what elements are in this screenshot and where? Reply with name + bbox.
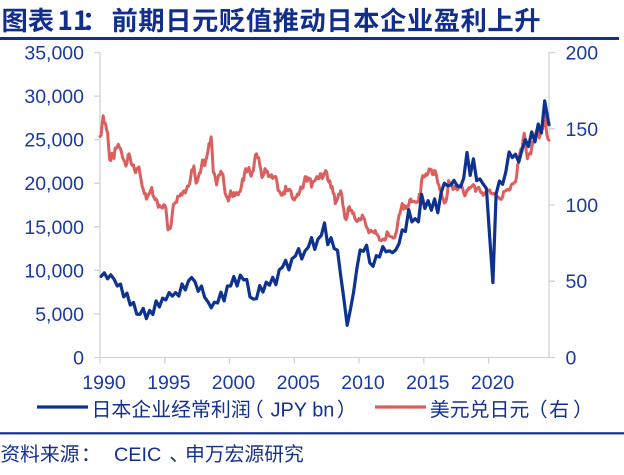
svg-text:20,000: 20,000 [24, 173, 84, 195]
svg-text:15,000: 15,000 [24, 217, 84, 239]
svg-text:0: 0 [566, 348, 577, 370]
svg-text:CEIC: CEIC [114, 444, 161, 466]
svg-text:2005: 2005 [277, 372, 321, 394]
svg-text:25,000: 25,000 [24, 130, 84, 152]
svg-text:100: 100 [566, 195, 599, 217]
svg-text:35,000: 35,000 [24, 43, 84, 65]
svg-text:30,000: 30,000 [24, 86, 84, 108]
svg-text:10,000: 10,000 [24, 260, 84, 282]
svg-text:JPY bn: JPY bn [271, 400, 335, 422]
svg-text:2015: 2015 [406, 372, 450, 394]
svg-text:1990: 1990 [82, 372, 126, 394]
svg-text:1995: 1995 [147, 372, 191, 394]
svg-text:2020: 2020 [471, 372, 515, 394]
svg-text:2010: 2010 [341, 372, 385, 394]
svg-text:200: 200 [566, 43, 599, 65]
svg-text:150: 150 [566, 119, 599, 141]
svg-text:5,000: 5,000 [35, 304, 84, 326]
svg-text:2000: 2000 [212, 372, 256, 394]
svg-text:50: 50 [566, 271, 588, 293]
svg-text:0: 0 [73, 348, 84, 370]
